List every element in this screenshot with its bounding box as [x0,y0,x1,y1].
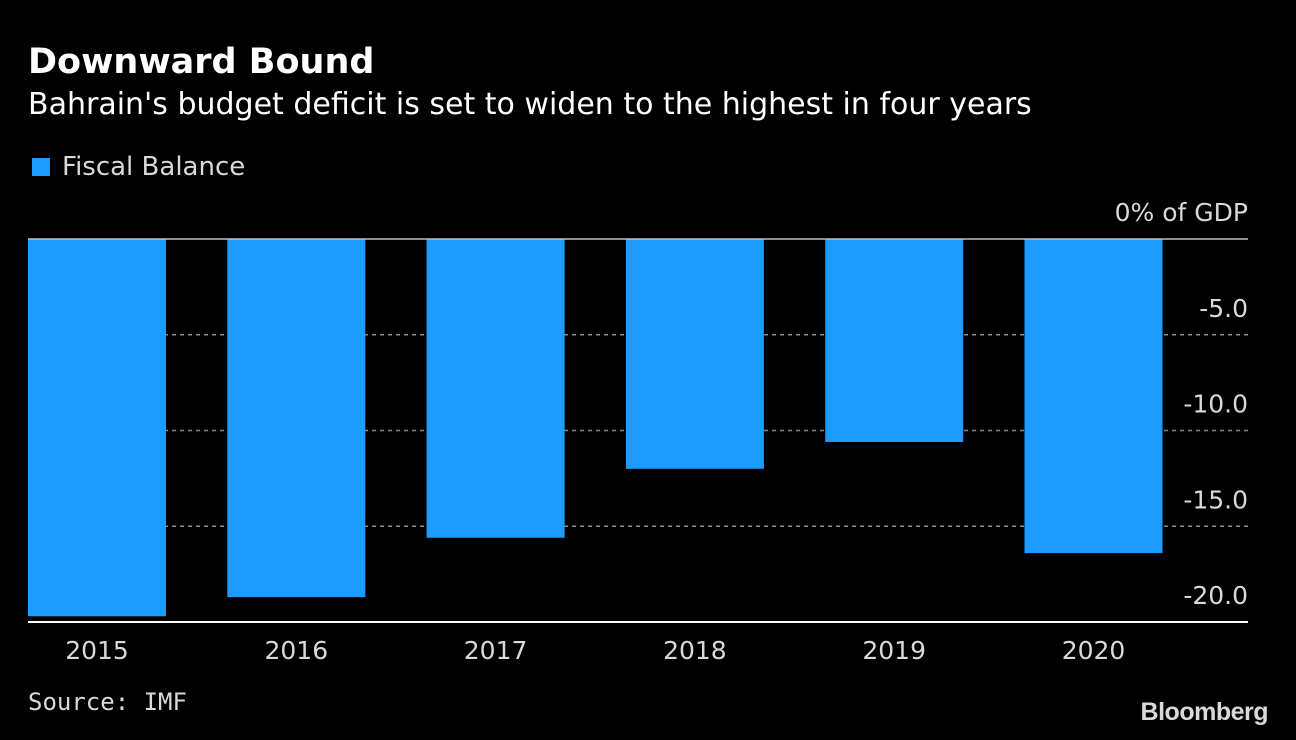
bar-2019 [825,239,964,442]
legend-label-fiscal-balance: Fiscal Balance [62,152,246,182]
chart-subtitle: Bahrain's budget deficit is set to widen… [28,87,1032,122]
x-tick-label: 2020 [1062,636,1126,665]
source-note: Source: IMF [28,688,187,716]
bar-2016 [227,239,366,598]
x-tick-label: 2019 [862,636,926,665]
y-tick-label: -10.0 [1183,390,1248,419]
y-tick-label: -20.0 [1183,581,1248,610]
legend-swatch-fiscal-balance [32,158,50,176]
x-tick-label: 2016 [264,636,328,665]
y-tick-label: 0% of GDP [1115,198,1248,227]
x-tick-label: 2017 [464,636,528,665]
y-tick-label: -15.0 [1183,485,1248,514]
legend: Fiscal Balance [32,150,245,184]
bar-2015 [28,239,166,617]
x-tick-label: 2015 [65,636,129,665]
bar-2017 [426,239,565,538]
chart-title: Downward Bound [28,42,375,82]
bloomberg-logo: Bloomberg [1140,698,1269,726]
x-tick-label: 2018 [663,636,727,665]
bar-2018 [625,239,764,469]
bar-2020 [1024,239,1163,554]
y-tick-label: -5.0 [1199,294,1248,323]
